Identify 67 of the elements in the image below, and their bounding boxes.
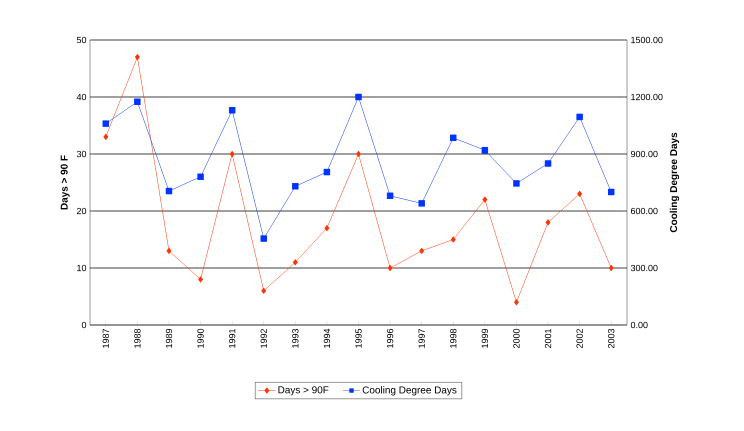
x-tick-label: 1987 (102, 328, 109, 348)
point (356, 150, 361, 158)
x-tick-label: 2002 (576, 328, 583, 348)
point (544, 160, 552, 167)
point (134, 98, 141, 105)
point (450, 134, 457, 142)
x-tick-label: 2001 (544, 328, 552, 348)
x-tick-label: 2000 (513, 328, 520, 348)
point (482, 196, 488, 203)
x-tick-label: 1988 (134, 328, 141, 348)
point (198, 276, 204, 283)
point (292, 183, 299, 190)
y2-axis-title: Cooling Degree Days (670, 132, 680, 232)
x-tick-label: 1996 (386, 328, 394, 348)
x-tick-label: 1997 (418, 328, 425, 348)
point (260, 235, 267, 242)
point (197, 174, 204, 180)
x-tick-label: 1990 (197, 328, 204, 348)
x-tick-label: 1991 (228, 328, 236, 348)
point (230, 150, 235, 158)
x-tick-label: 1995 (355, 328, 362, 348)
y-tick-label: 30 (76, 150, 86, 158)
y-tick-label: 50 (76, 36, 86, 44)
point (355, 94, 362, 100)
point (576, 114, 583, 120)
x-tick-label: 1994 (324, 328, 330, 348)
point (292, 259, 298, 266)
point (513, 180, 520, 187)
point (324, 224, 330, 232)
point (419, 248, 424, 254)
y-tick-label: 0 (82, 322, 86, 328)
point (418, 200, 425, 207)
point (482, 146, 488, 154)
y-tick-label: 40 (76, 94, 86, 100)
point (388, 264, 393, 272)
x-tick-label: 2003 (608, 328, 614, 348)
point (261, 288, 266, 294)
y2-tick-label: 900.00 (630, 150, 658, 158)
point (166, 188, 172, 194)
point (608, 188, 614, 196)
y-tick-label: 20 (76, 208, 86, 214)
point (450, 236, 456, 243)
x-tick-label: 1998 (450, 328, 456, 348)
point (386, 192, 394, 200)
point (228, 107, 236, 114)
point (546, 219, 551, 226)
point (134, 54, 140, 60)
x-tick-label: 1989 (166, 328, 172, 348)
y2-tick-label: 600.00 (630, 208, 658, 214)
point (514, 298, 519, 306)
point (102, 120, 110, 127)
point (577, 190, 582, 198)
point (103, 134, 108, 140)
y2-tick-label: 1500.00 (631, 36, 663, 44)
y-tick-label: 10 (77, 264, 86, 272)
point (608, 264, 614, 272)
legend-label: Cooling Degree Days (362, 386, 456, 396)
x-tick-label: 1999 (482, 328, 488, 348)
legend-label: Days > 90F (278, 386, 328, 396)
x-tick-label: 1992 (260, 328, 267, 348)
y2-tick-label: 1200.00 (631, 94, 663, 100)
y-axis-title: Days > 90 F (60, 155, 70, 210)
point (324, 168, 330, 176)
point (166, 248, 172, 254)
y2-tick-label: 0.00 (630, 322, 648, 328)
y2-tick-label: 300.00 (630, 264, 658, 272)
x-tick-label: 1993 (292, 328, 299, 348)
